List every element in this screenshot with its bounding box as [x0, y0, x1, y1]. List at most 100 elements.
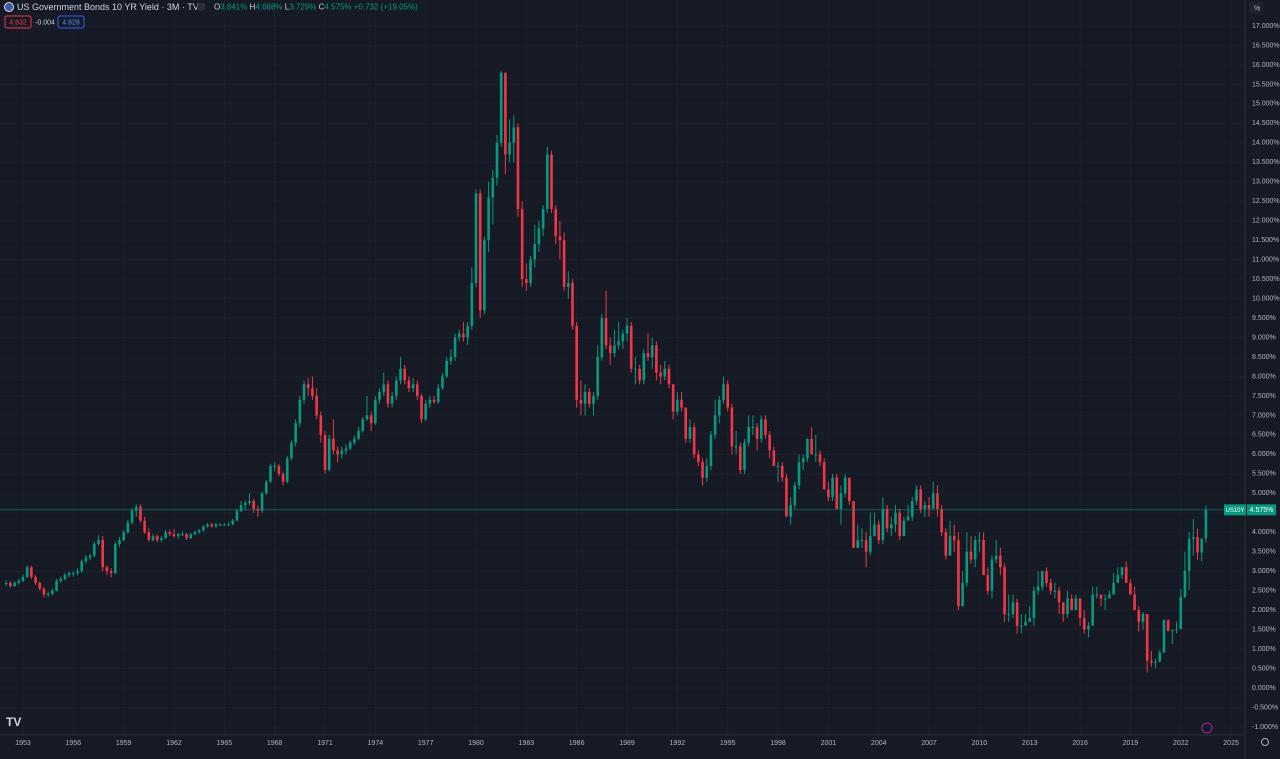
sell-price[interactable]: 4.632 [9, 19, 27, 26]
candle-body [910, 501, 914, 517]
candle-body [168, 532, 172, 535]
spread: -0.004 [35, 19, 55, 26]
scale-unit-button[interactable] [1249, 2, 1263, 14]
x-tick-label: 1956 [66, 740, 82, 747]
y-tick-label: 9.500% [1252, 315, 1276, 322]
candle-body [1187, 538, 1191, 571]
y-tick-label: 11.000% [1252, 256, 1279, 263]
candle-body [457, 333, 461, 338]
candle-body [550, 154, 553, 210]
candle-body [1137, 610, 1141, 622]
buy-button[interactable] [57, 15, 85, 29]
x-tick-label: 1986 [569, 740, 585, 747]
candle-body [1095, 594, 1099, 596]
candle-body [1066, 598, 1069, 615]
candle-body [1003, 567, 1006, 615]
candle-body [587, 392, 591, 404]
candle-body [709, 434, 713, 467]
candle-body [906, 516, 910, 521]
symbol-title[interactable]: US Government Bonds 10 YR Yield · 3M · T… [17, 2, 206, 12]
candle-body [898, 512, 901, 537]
candle-body [348, 442, 352, 449]
candle-body [596, 357, 599, 396]
candle-body [432, 399, 436, 402]
buy-price[interactable]: 4.628 [62, 19, 80, 26]
candle-body [189, 534, 193, 539]
candle-body [701, 462, 704, 478]
candle-body [1179, 596, 1183, 630]
plot [0, 71, 1245, 673]
x-tick-label: 1974 [368, 740, 384, 747]
candle-body [1011, 602, 1015, 615]
candle-body [957, 540, 960, 607]
candle-body [705, 466, 709, 478]
y-tick-label: 10.000% [1252, 295, 1280, 302]
h-value: 4.688% [255, 3, 282, 12]
candle-body [759, 419, 763, 439]
candle-body [579, 399, 583, 404]
candle-body [122, 532, 125, 541]
candle-body [63, 575, 67, 579]
candle-body [541, 209, 545, 229]
y-tick-label: 7.000% [1252, 412, 1276, 419]
candle-body [306, 384, 310, 389]
candle-body [877, 524, 881, 541]
candle-body [361, 419, 365, 431]
y-tick-label: 13.000% [1252, 179, 1280, 186]
candle-body [1053, 590, 1057, 592]
candle-body [789, 504, 792, 517]
sell-button[interactable] [4, 15, 32, 29]
h-key: H [250, 3, 256, 12]
c-value: 4.575% [324, 3, 351, 12]
candle-body [864, 540, 868, 552]
candle-body [856, 540, 860, 548]
candle-body [1020, 625, 1023, 627]
candle-body [986, 575, 990, 591]
event-icon[interactable] [1201, 722, 1213, 734]
candle-body [210, 524, 214, 527]
candle-body [994, 555, 998, 560]
x-tick-label: 2001 [821, 740, 837, 747]
candle-body [604, 318, 608, 346]
candle-body [327, 438, 331, 470]
candle-body [625, 325, 629, 334]
candle-body [185, 534, 188, 539]
candle-body [529, 259, 532, 284]
candle-body [869, 536, 872, 552]
candle-body [776, 466, 780, 468]
candle-body [978, 540, 981, 542]
candle-body [1057, 590, 1061, 603]
candle-body [1049, 582, 1052, 591]
candle-body [151, 536, 155, 541]
y-tick-label: 1.000% [1252, 646, 1276, 653]
candle-body [1124, 567, 1128, 583]
settings-icon[interactable] [1261, 738, 1269, 746]
y-tick-label: 12.500% [1252, 198, 1280, 205]
candle-body [386, 384, 390, 404]
candle-body [655, 345, 658, 373]
candle-body [718, 399, 721, 416]
candle-body [952, 536, 956, 541]
candle-body [743, 442, 746, 470]
y-tick-label: 13.500% [1252, 159, 1280, 166]
y-tick-label: 15.000% [1252, 101, 1280, 108]
candle-body [332, 438, 335, 451]
x-tick-label: 2007 [921, 740, 937, 747]
candle-body [365, 415, 369, 420]
candle-body [344, 448, 348, 451]
candle-body [160, 538, 163, 541]
candle-body [1024, 621, 1027, 626]
candle-body [290, 442, 293, 459]
candle-body [499, 72, 503, 143]
x-tick-label: 1998 [770, 740, 786, 747]
candle-body [504, 72, 507, 155]
candle-body [999, 555, 1002, 568]
candle-body [1154, 661, 1157, 663]
candle-body [1196, 537, 1199, 553]
candle-body [298, 399, 302, 424]
x-tick-label: 2016 [1072, 740, 1088, 747]
scale-unit[interactable]: % [1254, 5, 1260, 12]
y-tick-label: 12.000% [1252, 218, 1280, 225]
logo[interactable]: TV [6, 715, 21, 729]
